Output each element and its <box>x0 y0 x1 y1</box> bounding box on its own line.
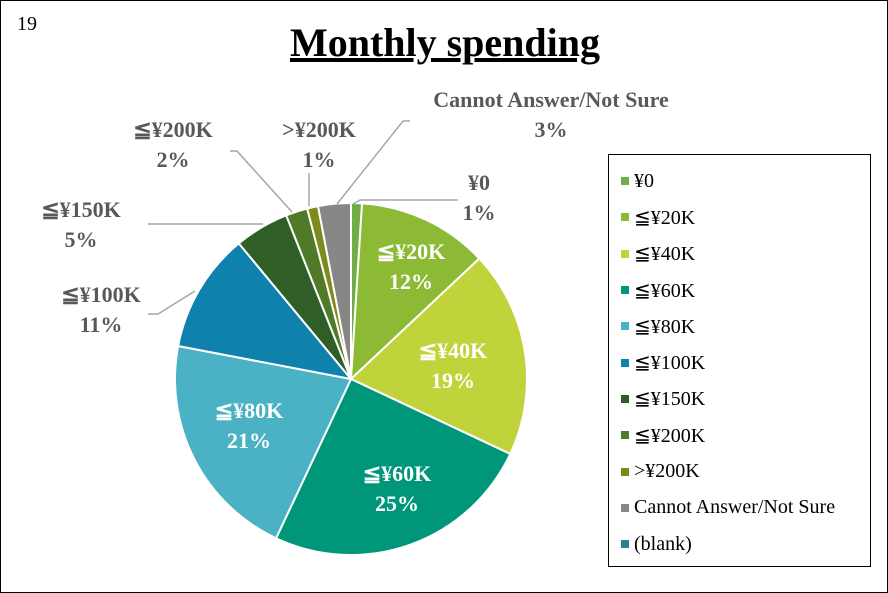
legend-label: ≦¥20K <box>634 206 696 229</box>
legend-swatch <box>621 249 629 258</box>
legend-item: (blank) <box>609 526 870 562</box>
chart-legend: ¥0 ≦¥20K ≦¥40K ≦¥60K ≦¥80K ≦¥100K ≦¥150K ≦¥200K… <box>608 154 871 567</box>
data-label: ≦¥40K 19% <box>419 338 488 393</box>
legend-item: ≦¥200K <box>609 417 870 453</box>
legend-swatch <box>621 286 629 295</box>
legend-label: ≦¥40K <box>634 243 696 266</box>
page-number: 19 <box>17 13 37 35</box>
pie-slice <box>349 202 481 382</box>
legend-label: ≦¥150K <box>634 388 706 411</box>
legend-label: ≦¥80K <box>634 315 696 338</box>
pie-slice <box>349 257 528 456</box>
legend-swatch <box>621 394 629 403</box>
data-label: >¥200K 1% <box>282 117 356 172</box>
legend-item: ≦¥60K <box>609 272 870 308</box>
leader-line <box>230 150 293 213</box>
legend-label: ¥0 <box>634 169 654 192</box>
legend-item: ≦¥100K <box>609 344 870 380</box>
pie-slice <box>274 377 512 556</box>
legend-swatch <box>621 431 629 440</box>
legend-label: >¥200K <box>634 460 700 483</box>
data-label: ≦¥200K 2% <box>133 117 213 172</box>
legend-swatch <box>621 358 629 367</box>
legend-label: ≦¥100K <box>634 352 706 375</box>
legend-label: ≦¥60K <box>634 279 696 302</box>
leader-line <box>352 199 458 205</box>
leader-line <box>148 290 196 315</box>
data-label: ≦¥80K 21% <box>215 398 284 453</box>
legend-label: ≦¥200K <box>634 424 706 447</box>
legend-label: Cannot Answer/Not Sure <box>634 496 836 519</box>
legend-item: ¥0 <box>609 163 870 199</box>
data-label: Cannot Answer/Not Sure 3% <box>433 87 669 142</box>
legend-item: ≦¥80K <box>609 308 870 344</box>
legend-swatch <box>621 467 629 476</box>
legend-swatch <box>621 540 629 549</box>
legend-swatch <box>621 177 629 186</box>
legend-item: Cannot Answer/Not Sure <box>609 490 870 526</box>
data-label: ¥0 1% <box>463 170 496 225</box>
legend-item: ≦¥20K <box>609 199 870 235</box>
legend-swatch <box>621 213 629 222</box>
legend-item: ≦¥150K <box>609 381 870 417</box>
legend-item: ≦¥40K <box>609 236 870 272</box>
pie-slice <box>176 241 354 381</box>
pie-slice <box>316 201 352 380</box>
legend-swatch <box>621 322 629 331</box>
legend-item: >¥200K <box>609 453 870 489</box>
data-label: ≦¥150K 5% <box>41 197 121 252</box>
data-label: ≦¥60K 25% <box>363 461 432 516</box>
data-label: ≦¥20K 12% <box>377 239 446 294</box>
legend-label: (blank) <box>634 532 692 555</box>
pie-slice <box>174 344 353 540</box>
data-label: ≦¥100K 11% <box>61 282 141 337</box>
leader-line <box>336 120 410 205</box>
chart-title: Monthly spending <box>289 20 601 65</box>
legend-swatch <box>621 503 629 512</box>
